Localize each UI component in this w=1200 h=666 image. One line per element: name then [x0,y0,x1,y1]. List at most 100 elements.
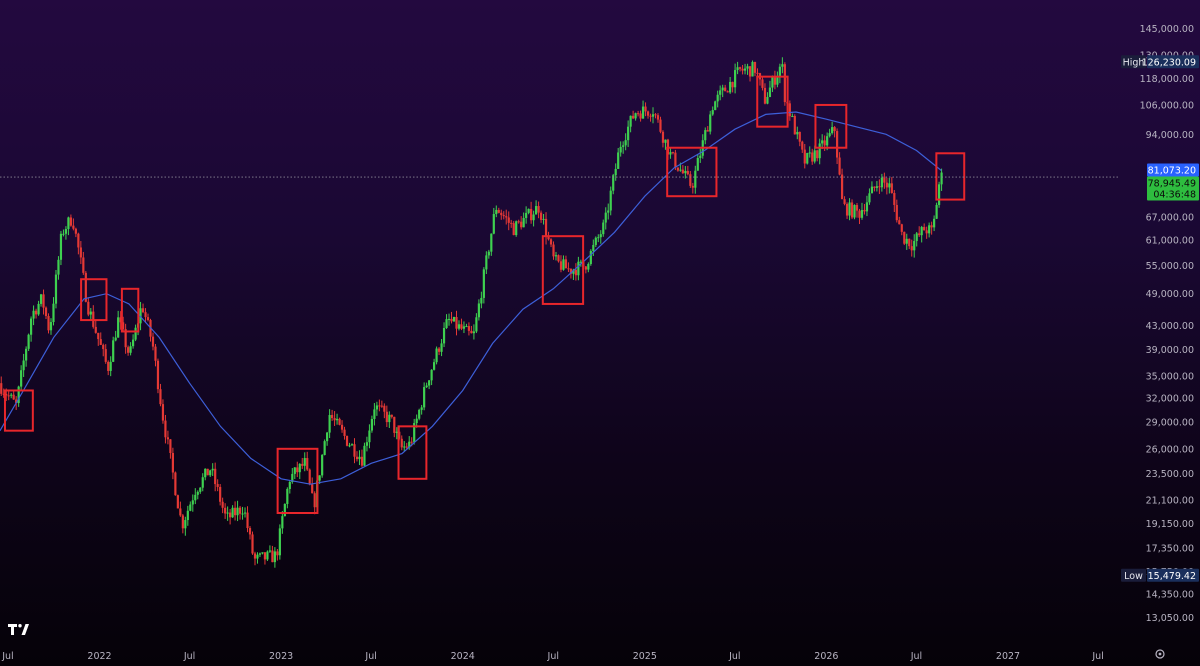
candle-body [781,64,784,67]
highlight-box [541,235,585,305]
candle-body [104,349,107,362]
candle-body [656,115,660,120]
candle-body [211,468,214,471]
y-tick-label: 21,100.00 [1146,495,1194,506]
candle-body [845,203,849,216]
candle-body [487,251,490,256]
candle-body [229,512,232,518]
candle-body [928,225,931,234]
low-label-bg [1121,568,1146,582]
candle-body [778,66,781,76]
moving-average [0,111,942,485]
candle-body [124,329,127,348]
candle-body [465,326,468,328]
candle-body [161,404,165,421]
y-tick-label: 67,000.00 [1146,213,1194,224]
x-axis[interactable]: Jul 2022 Jul 2023 Jul 2024 Jul 2025 Jul 2026 Jul 20… [1,651,1104,662]
candle-body [166,437,170,440]
candle-body [117,317,120,338]
tradingview-logo-icon[interactable] [8,624,29,635]
candle-body [855,205,859,211]
candle-body [131,339,135,347]
candle-body [42,294,45,308]
candle-body [510,222,513,224]
candle-body [184,520,187,529]
y-tick-label: 145,000.00 [1140,24,1194,35]
candle-body [258,553,262,555]
candle-body [365,442,369,446]
x-tick-label: 2023 [269,651,293,662]
candle-body [335,418,339,421]
candle-body [107,361,110,371]
candle-body [293,467,296,474]
countdown-timer: 04:36:48 [1153,190,1196,201]
candle-body [348,445,351,447]
candle-body [432,362,436,370]
candle-body [350,444,354,446]
candle-body [763,87,767,104]
candle-body [833,127,836,132]
candle-body [761,79,764,88]
candle-body [467,326,471,331]
candle-body [530,208,533,221]
y-axis[interactable]: 13,050.0014,350.0015,750.0017,350.0019,1… [1140,24,1194,624]
candle-body [734,70,737,88]
settings-gear-icon[interactable] [1155,649,1165,659]
candle-body [303,458,306,466]
x-tick-label: 2025 [633,651,657,662]
candle-body [674,152,677,168]
candle-body [129,346,132,353]
candle-body [403,446,406,448]
candle-body [216,484,219,487]
candle-body [238,507,242,514]
candle-body [651,114,655,117]
candle-body [910,246,913,251]
y-tick-label: 55,000.00 [1146,261,1194,272]
candle-body [577,261,580,276]
candle-body [0,383,3,394]
y-tick-label: 94,000.00 [1146,130,1194,141]
candle-body [746,66,749,69]
candle-body [231,507,234,518]
candle-body [850,202,854,218]
candle-body [291,473,294,482]
candle-body [863,209,866,212]
candle-body [7,395,10,397]
candle-body [199,487,202,492]
highlight-boxes [3,75,966,515]
candle-body [843,199,846,204]
candle-body [893,193,896,205]
candle-body [20,370,23,387]
candle-body [813,150,816,162]
candle-body [181,515,184,529]
x-tick-label: 2024 [451,651,475,662]
candle-body [54,274,58,304]
candle-body [639,113,642,119]
highlight-box [120,287,140,333]
candle-body [368,430,371,443]
candle-body [29,318,33,335]
candle-body [865,202,869,212]
candle-body [539,212,543,220]
candle-body [253,553,257,559]
candle-body [798,131,801,142]
y-tick-label: 39,000.00 [1146,345,1194,356]
candle-body [380,405,383,407]
candle-body [875,186,879,188]
candle-body [72,225,75,229]
candle-body [437,348,441,352]
y-tick-label: 23,500.00 [1146,469,1194,480]
candle-body [452,316,456,322]
candle-body [308,469,311,485]
candle-body [741,68,744,71]
candle-body [388,414,391,423]
candle-body [930,225,933,228]
candle-body [112,340,115,362]
candle-body [686,170,689,175]
candle-body [318,475,321,481]
candle-body [480,297,483,304]
candle-body [12,394,15,400]
candle-body [442,327,446,344]
candle-body [527,208,530,213]
